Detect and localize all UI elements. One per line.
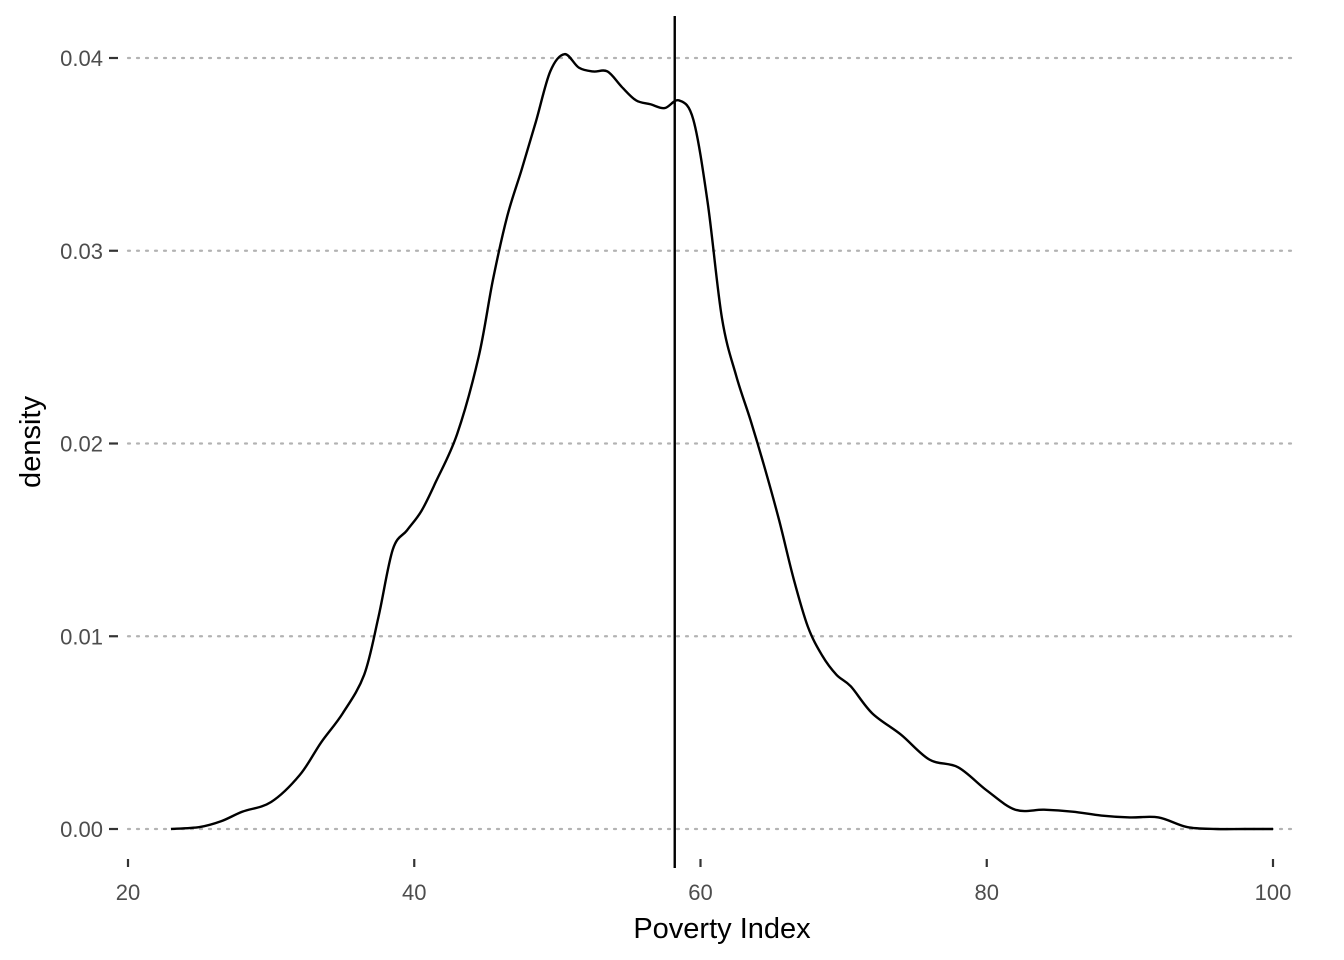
x-tick-label: 100	[1255, 880, 1292, 905]
y-tick-label: 0.02	[60, 432, 103, 457]
y-tick-label: 0.04	[60, 46, 103, 71]
density-series	[170, 52, 1273, 831]
y-tick-label: 0.01	[60, 624, 103, 649]
x-tick-label: 20	[116, 880, 140, 905]
x-axis-title: Poverty Index	[633, 913, 811, 945]
y-tick-label: 0.03	[60, 239, 103, 264]
gridlines	[126, 56, 1300, 831]
y-axis: 0.00 0.01 0.02 0.03 0.04	[60, 46, 118, 842]
x-tick-label: 80	[975, 880, 999, 905]
x-tick-label: 40	[402, 880, 426, 905]
density-curve	[170, 52, 1273, 831]
y-axis-title: density	[15, 396, 47, 488]
x-tick-label: 60	[688, 880, 712, 905]
y-tick-label: 0.00	[60, 817, 103, 842]
x-axis: 20 40 60 80 100	[116, 859, 1292, 905]
